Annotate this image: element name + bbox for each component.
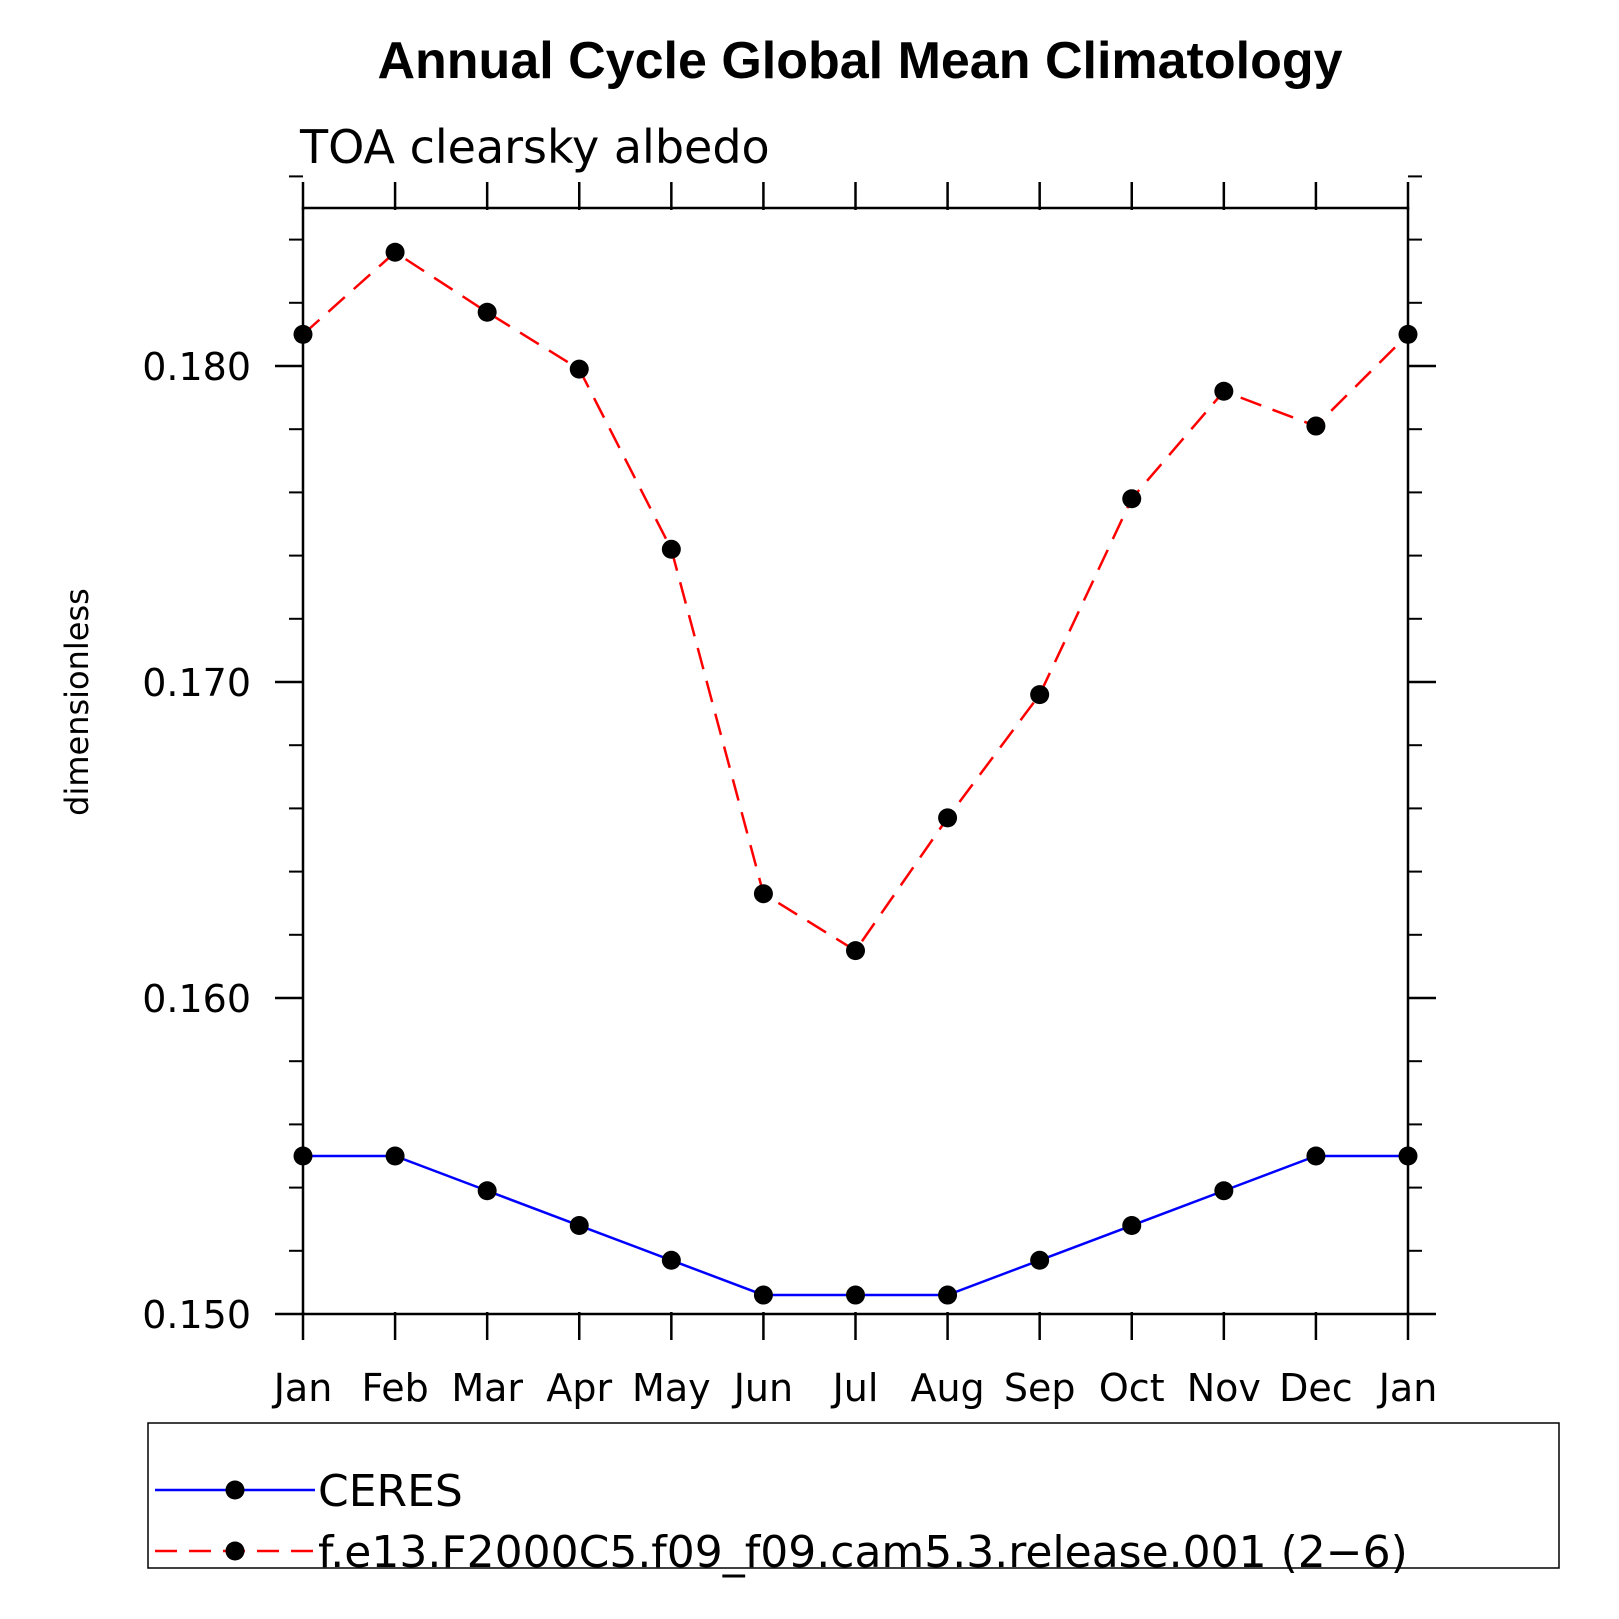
x-tick-label: Jan: [272, 1366, 333, 1410]
chart-title: Annual Cycle Global Mean Climatology: [377, 32, 1342, 90]
legend-marker: [225, 1541, 245, 1561]
data-point: [1030, 685, 1050, 705]
data-point: [1398, 324, 1418, 344]
chart-subtitle: TOA clearsky albedo: [299, 120, 770, 174]
data-point: [1122, 489, 1142, 509]
data-point: [1214, 381, 1234, 401]
y-tick-label: 0.160: [142, 977, 251, 1021]
y-tick-label: 0.180: [142, 345, 251, 389]
data-point: [293, 1146, 313, 1166]
data-point: [569, 359, 589, 379]
legend-label: CERES: [318, 1466, 463, 1517]
data-point: [661, 539, 681, 559]
legend: CERES f.e13.F2000C5.f09_f09.cam5.3.releas…: [147, 1422, 1560, 1578]
axes: Jan Feb Mar Apr May Jun Jul Aug Sep Oct Nov Dec Jan 0…: [142, 175, 1438, 1410]
data-point: [569, 1216, 589, 1236]
data-point: [1398, 1146, 1418, 1166]
data-point: [1122, 1216, 1142, 1236]
data-point: [293, 324, 313, 344]
series-layer: [293, 242, 1418, 1305]
x-tick-label: Jun: [732, 1366, 793, 1410]
data-point: [477, 302, 497, 322]
legend-box: [147, 1422, 1560, 1569]
data-point: [1306, 416, 1326, 436]
x-tick-label: Mar: [451, 1366, 523, 1410]
x-tick-label: Sep: [1004, 1366, 1076, 1410]
data-point: [1306, 1146, 1326, 1166]
legend-marker: [225, 1480, 245, 1500]
x-tick-label: Jan: [1377, 1366, 1438, 1410]
series-line: [302, 250, 1409, 953]
series-1: [293, 242, 1418, 961]
x-tick-label: May: [632, 1366, 711, 1410]
legend-label: f.e13.F2000C5.f09_f09.cam5.3.release.001…: [318, 1527, 1408, 1578]
data-point: [477, 1181, 497, 1201]
y-axis-label: dimensionless: [58, 588, 96, 816]
y-tick-label: 0.170: [142, 661, 251, 705]
data-point: [1030, 1250, 1050, 1270]
plot-frame: [301, 206, 1410, 1316]
data-point: [938, 1285, 958, 1305]
data-point: [661, 1250, 681, 1270]
x-tick-label: Apr: [546, 1366, 612, 1410]
data-point: [385, 242, 405, 262]
x-tick-label: Nov: [1187, 1366, 1261, 1410]
data-point: [846, 941, 865, 961]
series-0: [293, 1146, 1418, 1305]
data-point: [385, 1146, 405, 1166]
y-tick-label: 0.150: [142, 1293, 251, 1337]
data-point: [938, 808, 958, 828]
data-point: [1214, 1181, 1234, 1201]
series-line: [303, 1154, 1408, 1297]
x-tick-label: Aug: [910, 1366, 984, 1410]
x-tick-label: Dec: [1279, 1366, 1353, 1410]
x-tick-label: Jul: [831, 1366, 879, 1410]
data-point: [753, 884, 773, 904]
data-point: [753, 1285, 773, 1305]
x-tick-label: Oct: [1099, 1366, 1165, 1410]
data-point: [846, 1285, 865, 1305]
x-tick-label: Feb: [361, 1366, 428, 1410]
